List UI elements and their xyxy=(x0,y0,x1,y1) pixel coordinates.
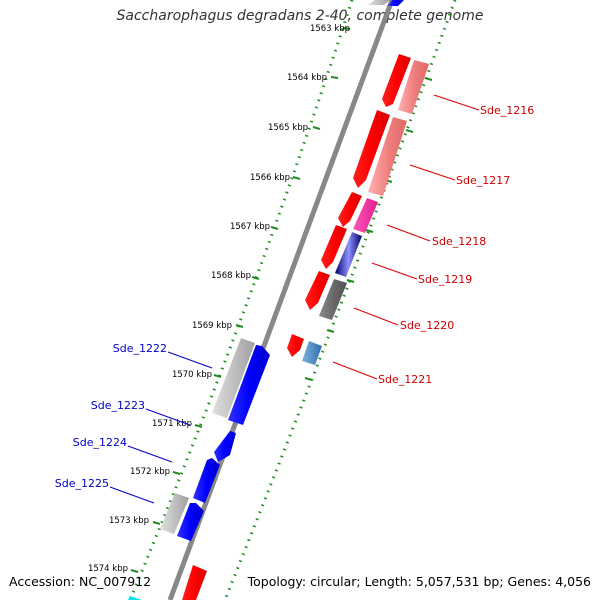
gene-label-sde-1219[interactable]: Sde_1219 xyxy=(418,273,472,286)
gene-sde-1217-b[interactable] xyxy=(368,117,407,196)
gene-bottom-cyan[interactable] xyxy=(128,596,142,600)
gene-sde-1224[interactable] xyxy=(193,458,220,503)
reverse-leaders xyxy=(109,351,213,504)
kbp-tick xyxy=(130,569,139,573)
tick-label: 1567 kbp xyxy=(230,222,270,232)
gene-sde-1219-b[interactable] xyxy=(335,232,362,277)
gene-label-sde-1216[interactable]: Sde_1216 xyxy=(480,104,534,117)
gene-label-sde-1218[interactable]: Sde_1218 xyxy=(432,235,486,248)
tick-label: 1573 kbp xyxy=(109,516,149,526)
reverse-tick-track xyxy=(128,0,354,600)
gene-sde-1225-gray[interactable] xyxy=(160,493,189,534)
gene-top-blue[interactable] xyxy=(388,0,404,6)
reverse-genes xyxy=(128,338,270,600)
genome-backbone xyxy=(167,0,395,600)
kbp-tick xyxy=(342,27,351,30)
outer-ticks xyxy=(304,77,433,381)
gene-label-sde-1223[interactable]: Sde_1223 xyxy=(91,399,145,412)
tick-label: 1569 kbp xyxy=(192,321,232,331)
kbp-tick xyxy=(292,176,301,180)
accession-label: Accession: NC_007912 xyxy=(9,574,152,589)
gene-label-sde-1225[interactable]: Sde_1225 xyxy=(55,477,109,490)
tick-label: 1570 kbp xyxy=(172,370,212,380)
gene-sde-1222-gray[interactable] xyxy=(212,338,255,418)
tick-label: 1565 kbp xyxy=(268,123,308,133)
gene-label-sde-1224[interactable]: Sde_1224 xyxy=(73,436,127,449)
map-title: Saccharophagus degradans 2-40, complete … xyxy=(116,8,484,24)
gene-top-gray[interactable] xyxy=(368,0,390,5)
kbp-ticks xyxy=(130,27,351,573)
kbp-tick xyxy=(235,324,244,328)
gene-sde-1220-a[interactable] xyxy=(305,271,330,310)
tick-label: 1564 kbp xyxy=(287,73,327,83)
gene-sde-1223[interactable] xyxy=(214,431,236,462)
kbp-tick xyxy=(270,226,279,230)
forward-tick-track xyxy=(223,0,457,600)
gene-sde-1225-blue[interactable] xyxy=(177,503,204,541)
gene-label-sde-1217[interactable]: Sde_1217 xyxy=(456,174,510,187)
gene-sde-1220-b[interactable] xyxy=(319,279,347,320)
kbp-tick-labels: 1563 kbp 1564 kbp 1565 kbp 1566 kbp 1567… xyxy=(88,24,350,574)
gene-sde-1218-a[interactable] xyxy=(338,192,362,227)
gene-label-sde-1222[interactable]: Sde_1222 xyxy=(113,342,167,355)
tick-label: 1566 kbp xyxy=(250,173,290,183)
kbp-tick xyxy=(330,76,339,79)
gene-label-sde-1220[interactable]: Sde_1220 xyxy=(400,319,454,332)
tick-label: 1568 kbp xyxy=(211,271,251,281)
gene-sde-1216-a[interactable] xyxy=(382,54,411,107)
tick-label: 1563 kbp xyxy=(310,24,350,34)
gene-sde-1219-a[interactable] xyxy=(321,225,347,269)
gene-sde-1222-blue[interactable] xyxy=(228,345,270,425)
tick-label: 1574 kbp xyxy=(88,564,128,574)
reverse-gene-labels: Sde_1222 Sde_1223 Sde_1224 Sde_1225 xyxy=(55,342,167,490)
forward-leaders xyxy=(332,94,480,380)
gene-label-sde-1221[interactable]: Sde_1221 xyxy=(378,373,432,386)
kbp-tick xyxy=(194,424,203,428)
forward-genes xyxy=(182,0,429,600)
topology-summary: Topology: circular; Length: 5,057,531 bp… xyxy=(247,574,591,589)
tick-label: 1572 kbp xyxy=(130,467,170,477)
forward-gene-labels: Sde_1216 Sde_1217 Sde_1218 Sde_1219 Sde_… xyxy=(378,104,534,386)
gene-sde-1221-b[interactable] xyxy=(302,341,322,365)
kbp-tick xyxy=(213,374,222,378)
kbp-tick xyxy=(251,276,260,280)
tick-label: 1571 kbp xyxy=(152,419,192,429)
gene-sde-1218-b[interactable] xyxy=(353,198,378,233)
kbp-tick xyxy=(152,521,161,525)
gene-sde-1221-a[interactable] xyxy=(287,334,304,357)
gene-bottom-red[interactable] xyxy=(182,565,207,600)
gene-sde-1216-b[interactable] xyxy=(398,60,429,114)
kbp-tick xyxy=(312,126,321,130)
gene-sde-1217-a[interactable] xyxy=(353,110,390,188)
kbp-tick xyxy=(172,471,181,475)
